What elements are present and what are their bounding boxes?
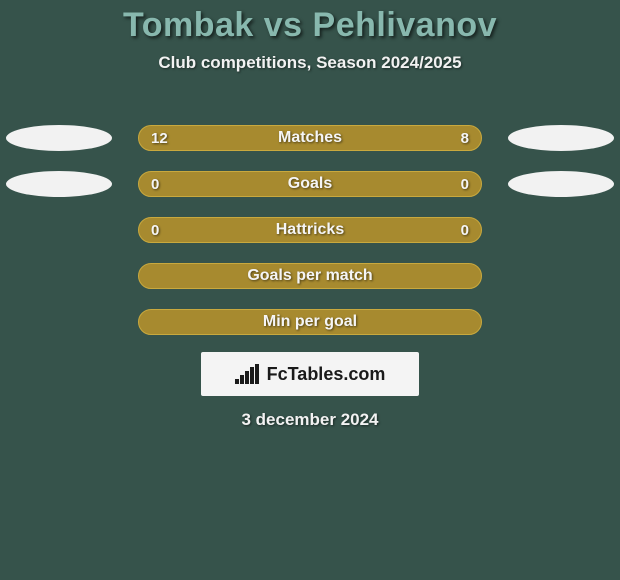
left-ellipse [6,125,112,151]
stat-right-value: 0 [461,172,469,198]
stat-row: 0 Goals 0 [0,161,620,207]
generated-date: 3 december 2024 [0,410,620,430]
stat-row: 0 Hattricks 0 [0,207,620,253]
stat-right-value: 0 [461,218,469,244]
stat-pill: 0 Hattricks 0 [138,217,482,243]
stat-row: 12 Matches 8 [0,115,620,161]
stat-row: Goals per match [0,253,620,299]
right-ellipse [508,125,614,151]
subtitle: Club competitions, Season 2024/2025 [0,53,620,73]
comparison-card: Tombak vs Pehlivanov Club competitions, … [0,0,620,580]
stat-label: Goals [288,175,332,193]
stat-row: Min per goal [0,299,620,345]
bars-chart-icon [235,364,261,384]
stat-label: Hattricks [276,221,344,239]
stat-label: Goals per match [247,267,372,285]
stat-pill: 0 Goals 0 [138,171,482,197]
brand-link[interactable]: FcTables.com [201,352,419,396]
stat-label: Matches [278,129,342,147]
stat-right-value: 8 [461,126,469,152]
right-ellipse [508,171,614,197]
stat-left-value: 0 [151,172,159,198]
stat-pill: 12 Matches 8 [138,125,482,151]
stat-pill: Goals per match [138,263,482,289]
stat-pill: Min per goal [138,309,482,335]
stat-label: Min per goal [263,313,357,331]
stat-left-value: 12 [151,126,168,152]
page-title: Tombak vs Pehlivanov [0,6,620,45]
left-ellipse [6,171,112,197]
brand-text: FcTables.com [267,364,386,385]
stats-rows: 12 Matches 8 0 Goals 0 0 Hattricks 0 Goals per ma… [0,115,620,345]
stat-left-value: 0 [151,218,159,244]
